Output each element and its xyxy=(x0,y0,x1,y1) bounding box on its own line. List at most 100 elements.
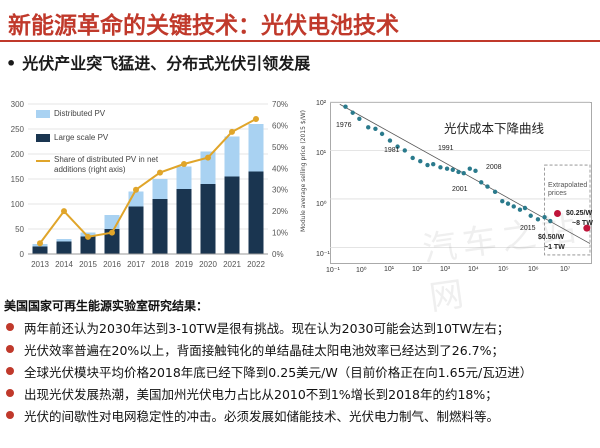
title-bar: 新能源革命的关键技术：光伏电池技术 xyxy=(0,0,600,44)
bullet-dot-icon xyxy=(6,411,14,419)
share-point xyxy=(61,208,67,215)
share-point xyxy=(205,154,211,161)
cost-ytick: 10⁰ xyxy=(316,201,327,208)
cost-point xyxy=(357,116,362,122)
y-tick-label: 150 xyxy=(11,175,25,184)
extrapolated-point xyxy=(554,210,561,218)
cost-point xyxy=(485,184,490,189)
x-tick-label: 2020 xyxy=(199,260,217,269)
legend-large: Large scale PV xyxy=(54,133,109,142)
cost-xtick: 10² xyxy=(412,266,423,273)
list-item: 两年前还认为2030年达到3-10TW是很有挑战。现在认为2030可能会达到10… xyxy=(6,318,600,340)
price-label-050: $0.50/W xyxy=(538,234,565,241)
share-point xyxy=(37,240,43,247)
cost-y-axis-label: Module average selling price (2015 $/W) xyxy=(300,110,307,233)
x-tick-label: 2014 xyxy=(55,260,73,269)
pv-additions-chart: 0 50 100 150 200 250 300 0% 10% 20% 30% 40% 50% 60% 70… xyxy=(0,92,300,282)
cost-point xyxy=(542,215,547,220)
cost-xtick: 10¹ xyxy=(384,266,395,273)
cost-point xyxy=(473,168,478,174)
bar-distributed xyxy=(224,136,240,177)
legend-large-swatch xyxy=(36,134,50,142)
cost-point xyxy=(350,110,355,115)
cost-point xyxy=(500,198,505,204)
bar-distributed xyxy=(56,239,72,242)
bullet-dot-icon xyxy=(6,345,14,353)
bar-distributed xyxy=(176,166,192,189)
year-label-1976: 1976 xyxy=(336,122,352,129)
extrapolated-label: Extrapolated prices xyxy=(548,182,588,197)
cost-point xyxy=(517,207,523,212)
x-tick-label: 2018 xyxy=(151,260,169,269)
slide-title: 新能源革命的关键技术：光伏电池技术 xyxy=(8,13,399,39)
share-point xyxy=(157,169,163,176)
cost-point xyxy=(379,131,385,137)
list-item: 光伏效率普遍在20%以上，背面接触钝化的单结晶硅太阳电池效率已经达到了26.7%… xyxy=(6,340,600,362)
pv-cost-curve-chart xyxy=(300,92,600,282)
y-tick-label: 200 xyxy=(11,150,25,159)
cost-xtick: 10⁰ xyxy=(356,267,367,274)
cost-point xyxy=(535,217,541,222)
bar-large-scale xyxy=(104,229,120,254)
x-tick-label: 2015 xyxy=(79,260,97,269)
x-tick-label: 2022 xyxy=(247,260,265,269)
x-tick-label: 2013 xyxy=(31,260,49,269)
results-list: 两年前还认为2030年达到3-10TW是很有挑战。现在认为2030可能会达到10… xyxy=(6,318,600,428)
y2-tick-label: 40% xyxy=(272,164,288,173)
cost-curve-svg xyxy=(330,101,591,256)
cost-point xyxy=(395,144,400,149)
bar-large-scale xyxy=(32,246,48,254)
y2-tick-label: 20% xyxy=(272,207,288,216)
cost-point xyxy=(511,204,516,209)
x-tick-label: 2021 xyxy=(223,260,241,269)
list-item: 全球光伏模块平均价格2018年底已经下降到0.25美元/W（目前价格正在向1.6… xyxy=(6,362,600,384)
x-tick-label: 2019 xyxy=(175,260,193,269)
cost-point xyxy=(461,170,466,176)
cost-point xyxy=(444,166,450,171)
cost-point xyxy=(505,201,511,206)
bar-large-scale xyxy=(200,184,216,254)
cost-point xyxy=(438,165,443,170)
list-item: 出现光伏发展热潮，美国加州光伏电力占比从2010不到1%增长到2018年的约18… xyxy=(6,384,600,406)
cost-point xyxy=(479,180,484,185)
share-point xyxy=(253,116,259,122)
legend-distributed: Distributed PV xyxy=(54,109,106,118)
bar-distributed xyxy=(200,151,216,184)
y2-tick-label: 10% xyxy=(272,229,288,238)
extrapolated-point xyxy=(583,224,591,232)
cost-point xyxy=(418,159,423,164)
bar-distributed xyxy=(248,124,264,172)
x-tick-label: 2017 xyxy=(127,260,145,269)
cost-point xyxy=(387,138,393,143)
year-label-2008: 2008 xyxy=(486,164,502,171)
cost-xtick: 10³ xyxy=(440,266,451,273)
cost-point xyxy=(431,162,436,167)
bar-large-scale xyxy=(152,199,168,254)
pv-additions-svg: 0 50 100 150 200 250 300 0% 10% 20% 30% 40% 50% 60% 70… xyxy=(11,100,288,269)
cost-xtick: 10⁴ xyxy=(468,266,479,273)
y2-tick-label: 60% xyxy=(272,121,288,130)
legend-distributed-swatch xyxy=(36,110,50,118)
cost-xtick: 10⁶ xyxy=(528,266,539,273)
y-tick-label: 0 xyxy=(20,250,25,259)
year-label-1991: 1991 xyxy=(438,145,454,152)
bar-large-scale xyxy=(176,189,192,254)
cost-point xyxy=(402,148,407,153)
x-tick-label: 2016 xyxy=(103,260,121,269)
y-tick-label: 300 xyxy=(11,100,25,109)
y-tick-label: 50 xyxy=(15,225,24,234)
bar-distributed xyxy=(152,179,168,199)
cost-ytick: 10² xyxy=(316,100,327,107)
results-heading: 美国国家可再生能源实验室研究结果： xyxy=(4,299,209,313)
y2-tick-label: 50% xyxy=(272,143,288,152)
cost-point xyxy=(450,167,455,172)
y-tick-label: 100 xyxy=(11,200,25,209)
year-label-1981: 1981 xyxy=(384,147,400,154)
slide-subtitle: • 光伏产业突飞猛进、分布式光伏引领发展 xyxy=(6,50,310,74)
bar-large-scale xyxy=(224,176,240,254)
cost-xtick: 10⁵ xyxy=(498,266,509,273)
share-point xyxy=(85,233,91,240)
legend-share-line xyxy=(36,160,50,162)
cost-point xyxy=(410,155,415,161)
year-label-2015: 2015 xyxy=(520,225,536,232)
